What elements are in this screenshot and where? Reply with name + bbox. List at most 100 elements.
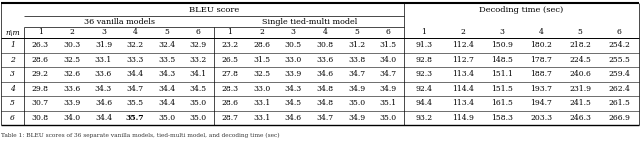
Text: 30.5: 30.5 [285, 41, 302, 49]
Text: 91.3: 91.3 [415, 41, 432, 49]
Text: 113.4: 113.4 [452, 99, 474, 107]
Text: 114.9: 114.9 [452, 114, 474, 122]
Text: 33.1: 33.1 [253, 99, 270, 107]
Text: 3: 3 [101, 28, 106, 36]
Text: 32.5: 32.5 [63, 56, 81, 64]
Text: 93.2: 93.2 [415, 114, 432, 122]
Text: 34.8: 34.8 [316, 99, 333, 107]
Text: 28.3: 28.3 [221, 85, 239, 93]
Text: 6: 6 [386, 28, 391, 36]
Text: 241.5: 241.5 [570, 99, 591, 107]
Text: 5: 5 [578, 28, 582, 36]
Text: Decoding time (sec): Decoding time (sec) [479, 5, 564, 13]
Text: 35.5: 35.5 [127, 99, 143, 107]
Text: 2: 2 [10, 56, 15, 64]
Text: 26.5: 26.5 [221, 56, 239, 64]
Text: 34.1: 34.1 [190, 70, 207, 78]
Text: 4: 4 [323, 28, 328, 36]
Text: 262.4: 262.4 [609, 85, 630, 93]
Text: 148.5: 148.5 [491, 56, 513, 64]
Text: 4: 4 [539, 28, 543, 36]
Text: 30.7: 30.7 [31, 99, 49, 107]
Text: 92.3: 92.3 [415, 70, 432, 78]
Text: 31.2: 31.2 [348, 41, 365, 49]
Text: 33.9: 33.9 [285, 70, 302, 78]
Text: 34.6: 34.6 [316, 70, 333, 78]
Text: 34.3: 34.3 [95, 85, 112, 93]
Text: 5: 5 [10, 99, 15, 107]
Text: 1: 1 [228, 28, 232, 36]
Text: 151.1: 151.1 [491, 70, 513, 78]
Text: Single tied-multi model: Single tied-multi model [262, 17, 356, 25]
Text: 35.0: 35.0 [158, 114, 175, 122]
Text: 3: 3 [291, 28, 296, 36]
Text: 151.5: 151.5 [491, 85, 513, 93]
Text: 32.5: 32.5 [253, 70, 270, 78]
Text: 34.8: 34.8 [316, 85, 333, 93]
Text: 178.7: 178.7 [530, 56, 552, 64]
Text: 158.3: 158.3 [491, 114, 513, 122]
Text: 180.2: 180.2 [530, 41, 552, 49]
Text: 4: 4 [132, 28, 138, 36]
Text: 35.0: 35.0 [380, 114, 397, 122]
Text: 36 vanilla models: 36 vanilla models [84, 17, 155, 25]
Text: 33.9: 33.9 [63, 99, 81, 107]
Text: 2: 2 [460, 28, 465, 36]
Text: 34.0: 34.0 [63, 114, 81, 122]
Text: 114.4: 114.4 [452, 85, 474, 93]
Text: 33.0: 33.0 [285, 56, 302, 64]
Text: 34.7: 34.7 [348, 70, 365, 78]
Text: 33.1: 33.1 [253, 114, 270, 122]
Text: 94.4: 94.4 [415, 99, 432, 107]
Text: 28.6: 28.6 [31, 56, 49, 64]
Text: 26.3: 26.3 [31, 41, 49, 49]
Text: 161.5: 161.5 [491, 99, 513, 107]
Text: 35.0: 35.0 [190, 114, 207, 122]
Text: 35.1: 35.1 [380, 99, 397, 107]
Text: 259.4: 259.4 [609, 70, 630, 78]
Text: 34.6: 34.6 [285, 114, 302, 122]
Text: 113.4: 113.4 [452, 70, 474, 78]
Text: 33.0: 33.0 [253, 85, 270, 93]
Text: 33.6: 33.6 [95, 70, 112, 78]
Text: 35.0: 35.0 [348, 99, 365, 107]
Text: 255.5: 255.5 [609, 56, 630, 64]
Text: 2: 2 [69, 28, 74, 36]
Text: 29.2: 29.2 [31, 70, 49, 78]
Text: 266.9: 266.9 [609, 114, 630, 122]
Text: 112.7: 112.7 [452, 56, 474, 64]
Text: 150.9: 150.9 [491, 41, 513, 49]
Text: Table 1: BLEU scores of 36 separate vanilla models, tied-multi model, and decodi: Table 1: BLEU scores of 36 separate vani… [1, 133, 280, 138]
Text: 33.6: 33.6 [63, 85, 81, 93]
Text: 6: 6 [617, 28, 622, 36]
Text: 193.7: 193.7 [530, 85, 552, 93]
Text: 1: 1 [10, 41, 15, 49]
Text: 34.4: 34.4 [158, 99, 175, 107]
Text: 28.7: 28.7 [221, 114, 239, 122]
Text: 261.5: 261.5 [609, 99, 630, 107]
Text: 33.6: 33.6 [316, 56, 333, 64]
Text: 34.5: 34.5 [190, 85, 207, 93]
Text: 30.8: 30.8 [31, 114, 49, 122]
Text: 29.8: 29.8 [31, 85, 49, 93]
Text: 34.4: 34.4 [158, 85, 175, 93]
Text: 5: 5 [164, 28, 169, 36]
Text: 35.7: 35.7 [126, 114, 145, 122]
Text: 5: 5 [354, 28, 359, 36]
Text: 240.6: 240.6 [570, 70, 591, 78]
Text: 35.0: 35.0 [190, 99, 207, 107]
Text: 254.2: 254.2 [609, 41, 630, 49]
Text: 33.3: 33.3 [127, 56, 144, 64]
Text: 188.7: 188.7 [530, 70, 552, 78]
Text: 34.0: 34.0 [380, 56, 397, 64]
Text: 246.3: 246.3 [570, 114, 591, 122]
Text: 92.4: 92.4 [415, 85, 432, 93]
Text: 34.5: 34.5 [285, 99, 302, 107]
Text: 31.5: 31.5 [253, 56, 270, 64]
Text: 27.8: 27.8 [221, 70, 239, 78]
Text: 31.9: 31.9 [95, 41, 112, 49]
Text: 1: 1 [38, 28, 43, 36]
Text: 112.4: 112.4 [452, 41, 474, 49]
Text: 33.8: 33.8 [348, 56, 365, 64]
Text: 3: 3 [499, 28, 504, 36]
